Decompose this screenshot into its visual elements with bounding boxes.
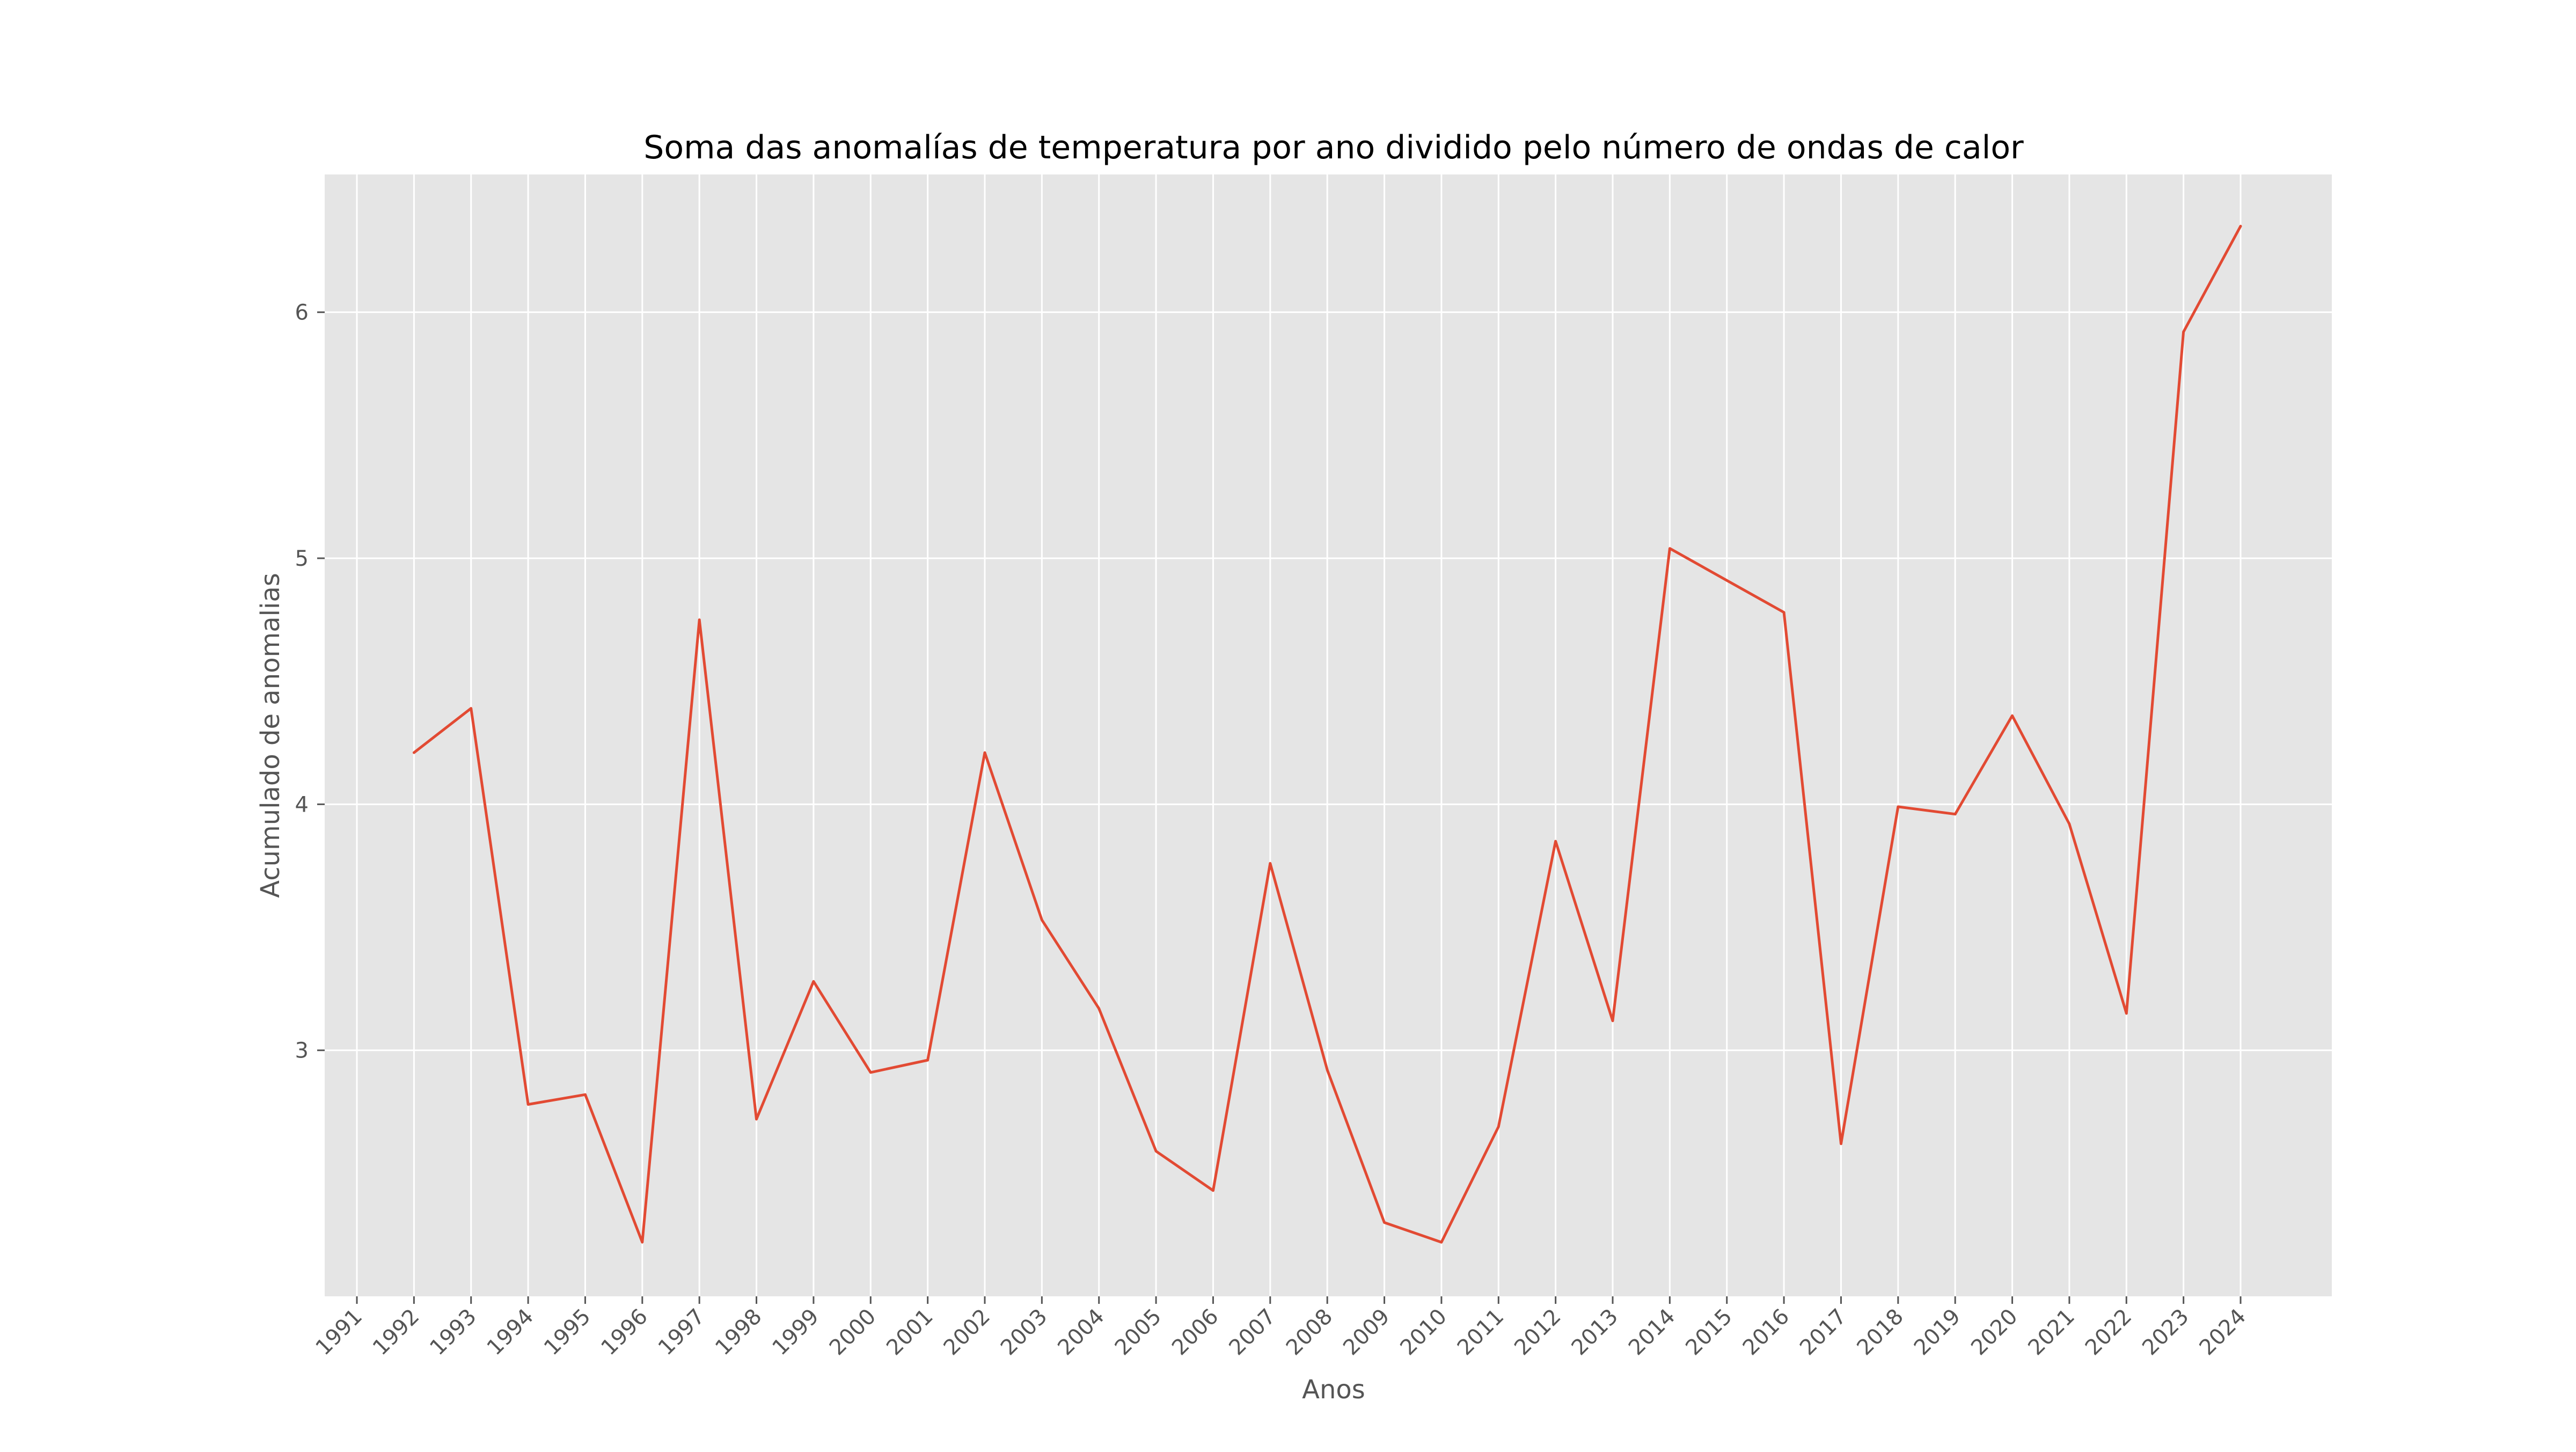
x-tick-label: 2016: [1738, 1304, 1795, 1361]
x-tick-label: 2009: [1338, 1304, 1395, 1361]
x-tick-label: 2002: [939, 1304, 996, 1361]
x-tick-label: 2018: [1852, 1304, 1908, 1361]
y-grid: [325, 311, 2332, 1052]
series-line: [412, 224, 2242, 1244]
series-layer: [412, 224, 2242, 1244]
x-axis-label: Anos: [1302, 1375, 1365, 1405]
x-tick-label: 1993: [425, 1304, 481, 1361]
y-axis-label: Acumulado de anomalias: [255, 573, 286, 898]
y-tick-label: 6: [295, 301, 309, 325]
y-ticks: 3 4 5 6: [295, 301, 325, 1063]
x-tick-label: 2021: [2023, 1304, 2080, 1361]
chart-title: Soma das anomalías de temperatura por an…: [643, 129, 2024, 166]
x-tick-label: 1991: [311, 1304, 368, 1361]
x-tick-label: 2006: [1167, 1304, 1224, 1361]
x-tick-label: 2024: [2195, 1304, 2251, 1361]
x-tick-label: 2007: [1224, 1304, 1280, 1361]
x-grid: [356, 174, 2242, 1296]
x-tick-label: 1994: [482, 1304, 539, 1361]
x-tick-label: 2011: [1453, 1304, 1509, 1361]
y-tick-label: 5: [295, 546, 309, 571]
x-tick-label: 2017: [1795, 1304, 1851, 1361]
x-tick-label: 2003: [996, 1304, 1052, 1361]
x-tick-label: 2008: [1282, 1304, 1338, 1361]
x-tick-label: 1997: [654, 1304, 710, 1361]
x-tick-label: 2000: [825, 1304, 881, 1361]
x-tick-label: 1995: [539, 1304, 596, 1361]
x-tick-label: 2015: [1681, 1304, 1737, 1361]
x-tick-label: 2020: [1966, 1304, 2023, 1361]
x-tick-label: 2001: [882, 1304, 938, 1361]
x-tick-label: 2022: [2081, 1304, 2137, 1361]
plot-area: [325, 174, 2332, 1296]
x-tick-label: 1996: [596, 1304, 653, 1361]
x-tick-label: 1999: [767, 1304, 824, 1361]
y-tick-label: 3: [295, 1039, 309, 1063]
x-tick-label: 2010: [1395, 1304, 1452, 1361]
x-tick-label: 2023: [2138, 1304, 2194, 1361]
x-tick-label: 1992: [368, 1304, 425, 1361]
x-ticks: 1991 1992 1993 1994 1995 1996 1997 1998 1999 2000…: [311, 1296, 2251, 1360]
x-tick-label: 2013: [1567, 1304, 1623, 1361]
y-tick-label: 4: [295, 792, 309, 817]
x-tick-label: 2005: [1110, 1304, 1167, 1361]
x-tick-label: 2014: [1624, 1304, 1680, 1361]
x-tick-label: 2004: [1053, 1304, 1109, 1361]
x-tick-label: 2019: [1909, 1304, 1966, 1361]
x-tick-label: 2012: [1510, 1304, 1566, 1361]
x-tick-label: 1998: [711, 1304, 767, 1361]
